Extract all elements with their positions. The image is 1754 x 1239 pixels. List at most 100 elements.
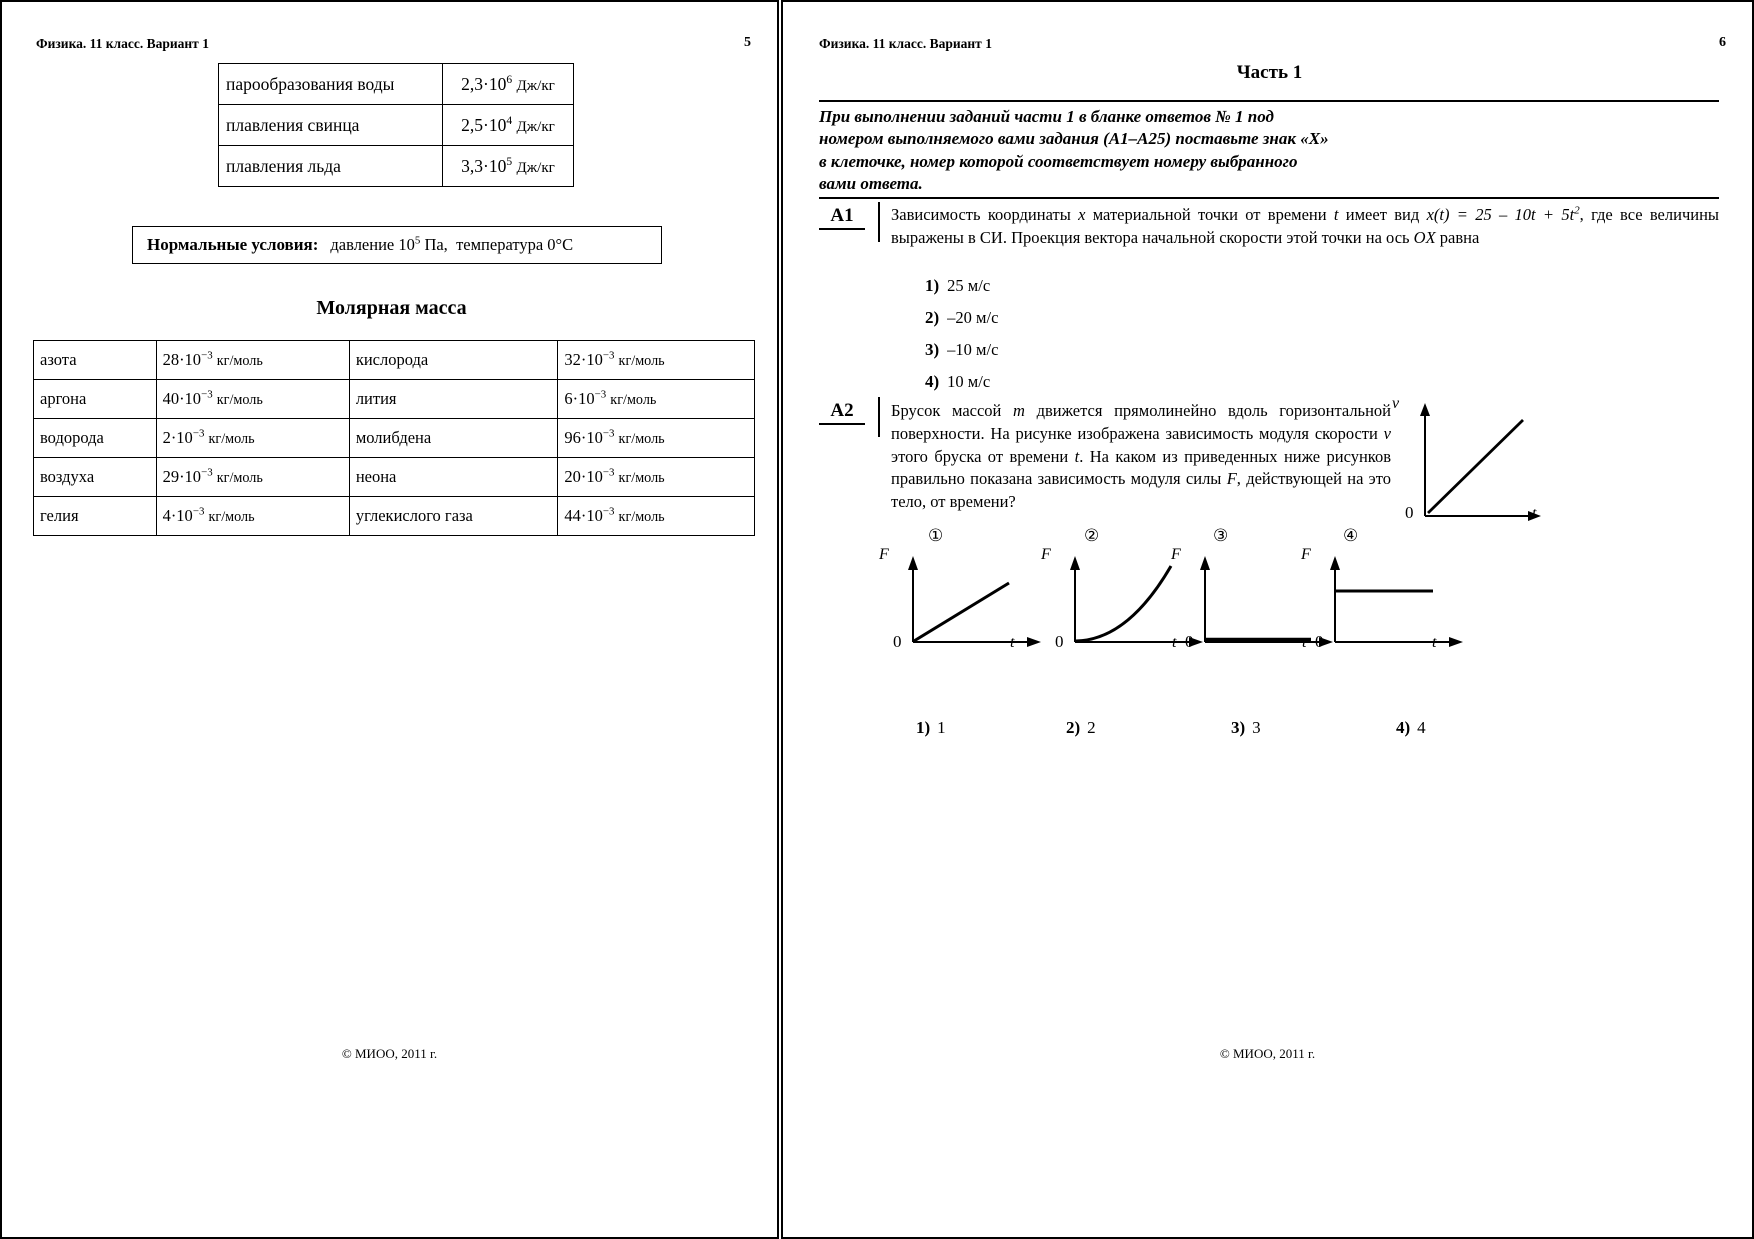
molar-name-1: гелия — [33, 496, 157, 536]
a1-seg-5: , где все величины выражены в СИ. Проекц… — [891, 205, 1719, 247]
molar-mantissa: 28·10 — [162, 350, 202, 369]
heat-mantissa: 2,5·10 — [461, 114, 507, 135]
molar-mantissa: 40·10 — [162, 389, 202, 408]
molar-name-2: неона — [348, 457, 559, 497]
molar-name-1: азота — [33, 340, 157, 380]
a1-option-1[interactable]: 1) 25 м/с — [925, 276, 990, 296]
a2-answer-3[interactable]: 3) 3 — [1231, 718, 1261, 738]
figure-4-graph — [1313, 550, 1473, 650]
molar-value-1: 2·10−3 кг/моль — [155, 418, 350, 458]
a2-answer-4[interactable]: 4) 4 — [1396, 718, 1426, 738]
heat-exponent: 5 — [506, 155, 513, 168]
a1-axis-label: OX — [1413, 227, 1436, 247]
figure-4-y-label: F — [1301, 546, 1311, 563]
normal-conditions-box: Нормальные условия: давление 105 Па, тем… — [132, 226, 662, 264]
figure-1-origin: 0 — [893, 632, 902, 651]
figure-1-x-label: t — [1010, 634, 1015, 651]
a1-formula: x(t) = 25 – 10t + 5t — [1426, 205, 1575, 224]
right-page-header: Физика. 11 класс. Вариант 1 — [819, 36, 992, 51]
a2-seg-3: горизонтальной поверхности. На рисунке и… — [891, 401, 1391, 443]
molar-name-2: углекислого газа — [348, 496, 559, 536]
molar-exponent: −3 — [602, 466, 615, 479]
molar-unit: кг/моль — [610, 392, 657, 408]
a1-option-4-value: 10 м/с — [947, 372, 991, 391]
molar-name-2: лития — [348, 379, 559, 419]
task-a2-text: Брусок массой m движется прямолинейно вд… — [891, 400, 1391, 514]
right-copyright: © МИОО, 2011 г. — [1219, 1046, 1316, 1061]
heat-row-value: 3,3·105 Дж/кг — [441, 145, 575, 187]
molar-exponent: −3 — [602, 349, 615, 362]
a1-option-3[interactable]: 3) –10 м/с — [925, 340, 998, 360]
normal-conditions-values: давление 105 Па, температура 0°C — [330, 235, 573, 255]
a1-option-2-num: 2) — [925, 308, 940, 327]
table-row: плавления льда 3,3·105 Дж/кг — [218, 145, 575, 187]
a2-answer-2[interactable]: 2) 2 — [1066, 718, 1096, 738]
molar-mass-table: азота 28·10−3 кг/моль кислорода 32·10−3 … — [33, 340, 755, 536]
molar-mantissa: 2·10 — [162, 428, 193, 447]
table-row: гелия 4·10−3 кг/моль углекислого газа 44… — [33, 496, 755, 536]
heat-exponent: 6 — [506, 73, 513, 86]
molar-mantissa: 32·10 — [564, 350, 603, 369]
molar-unit: кг/моль — [618, 470, 665, 486]
task-code-a2: A2 — [819, 400, 865, 425]
a2-seg-4: зависимость модуля скорости — [1165, 423, 1384, 443]
part-title: Часть 1 — [1236, 62, 1303, 83]
figure-number-2: ② — [1084, 526, 1100, 545]
figure-1-y-label: F — [879, 546, 889, 563]
a2-var-m: m — [1013, 401, 1025, 420]
a1-option-2-value: –20 м/с — [947, 308, 999, 327]
a1-option-1-value: 25 м/с — [947, 276, 991, 295]
molar-unit: кг/моль — [216, 353, 263, 369]
molar-name-2: кислорода — [348, 340, 559, 380]
a1-option-2[interactable]: 2) –20 м/с — [925, 308, 998, 328]
a2-seg-9: , — [1236, 469, 1241, 489]
heat-row-name: парообразования воды — [218, 63, 443, 105]
normal-conditions-label: Нормальные условия: — [147, 235, 319, 254]
a2-answer-1-value: 1 — [937, 718, 946, 737]
figure-2-x-label: t — [1172, 634, 1177, 651]
molar-mantissa: 20·10 — [564, 467, 603, 486]
a2-answer-1-num: 1) — [916, 718, 931, 737]
heat-row-value: 2,3·106 Дж/кг — [441, 63, 575, 105]
heat-unit: Дж/кг — [516, 77, 555, 94]
a1-seg-2: материальной точки от времени — [1085, 205, 1334, 224]
left-copyright: © МИОО, 2011 г. — [341, 1046, 438, 1061]
figure-number-3: ③ — [1213, 526, 1229, 545]
table-row: азота 28·10−3 кг/моль кислорода 32·10−3 … — [33, 340, 755, 380]
figure-2-y-label: F — [1041, 546, 1051, 563]
molar-unit: кг/моль — [618, 431, 665, 447]
a2-seg-8: правильно показана зависимость модуля си… — [891, 469, 1227, 489]
molar-exponent: −3 — [594, 388, 607, 401]
a1-option-4-num: 4) — [925, 372, 940, 391]
table-row: парообразования воды 2,3·106 Дж/кг — [218, 63, 575, 105]
heat-mantissa: 3,3·10 — [461, 155, 507, 176]
molar-mantissa: 96·10 — [564, 428, 603, 447]
a1-seg-1: Зависимость координаты — [891, 205, 1079, 224]
pressure-exponent: 5 — [414, 234, 421, 247]
a2-answer-2-value: 2 — [1087, 718, 1096, 737]
a1-formula-exponent: 2 — [1574, 204, 1580, 217]
a2-seg-6: времени — [1009, 446, 1075, 466]
figure-number-1: ① — [928, 526, 944, 545]
a1-seg-3: имеет — [1338, 205, 1387, 224]
molar-mantissa: 44·10 — [564, 506, 603, 525]
a2-answer-3-num: 3) — [1231, 718, 1246, 737]
a2-answer-1[interactable]: 1) 1 — [916, 718, 946, 738]
right-page: Физика. 11 класс. Вариант 1 6 Часть 1 Пр… — [781, 0, 1754, 1239]
instruction-line-3: в клеточке, номер которой соответствует … — [819, 151, 1298, 171]
a2-seg-2: движется прямолинейно вдоль — [1024, 401, 1268, 420]
left-page: Физика. 11 класс. Вариант 1 5 парообразо… — [0, 0, 779, 1239]
a2-answer-2-num: 2) — [1066, 718, 1081, 737]
a2-seg-10: действующей на это тело, от времени? — [891, 469, 1392, 512]
heat-row-value: 2,5·104 Дж/кг — [441, 104, 575, 146]
figure-3-graph — [1183, 550, 1343, 650]
molar-unit: кг/моль — [618, 509, 665, 525]
heat-row-name: плавления льда — [218, 145, 443, 187]
figure-2-graph — [1053, 550, 1213, 650]
instruction-line-2: номером выполняемого вами задания (А1–А2… — [819, 129, 1329, 149]
left-page-header: Физика. 11 класс. Вариант 1 — [36, 36, 209, 51]
a1-option-4[interactable]: 4) 10 м/с — [925, 372, 990, 392]
molar-value-2: 44·10−3 кг/моль — [557, 496, 755, 536]
heat-exponent: 4 — [506, 114, 513, 127]
